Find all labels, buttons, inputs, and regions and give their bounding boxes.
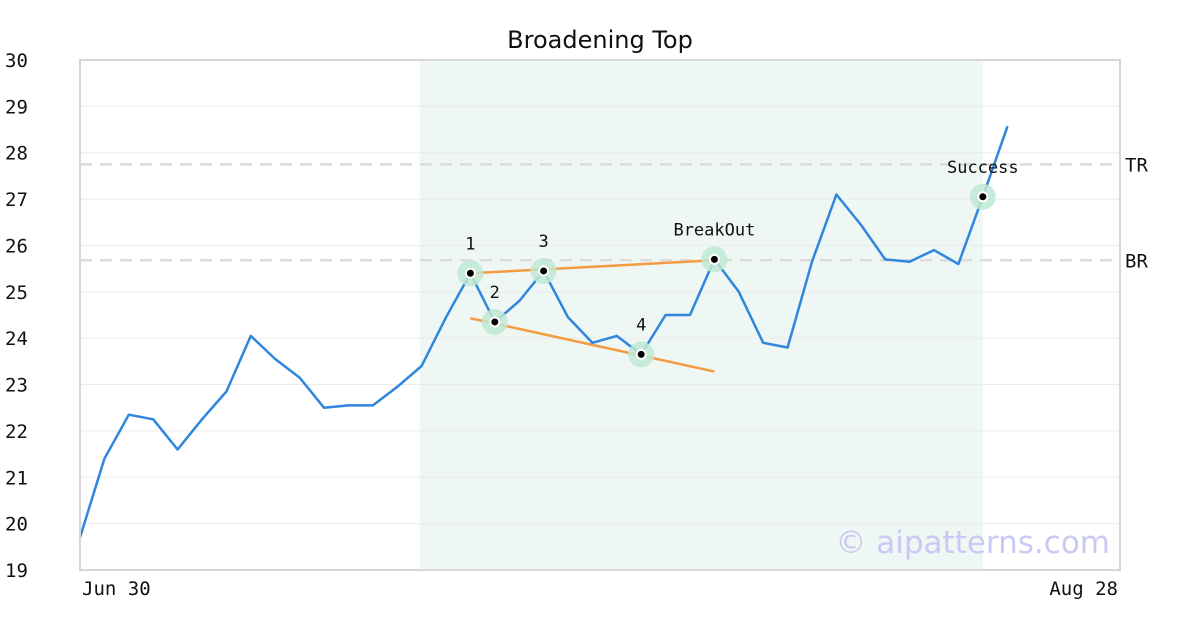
- marker-label-5: BreakOut: [673, 220, 755, 240]
- trend-line-2: [470, 317, 715, 373]
- marker-dot-4: [637, 350, 645, 358]
- pattern-region-layer: [419, 60, 983, 570]
- marker-label-6: Success: [947, 158, 1019, 178]
- marker-dot-1: [466, 269, 474, 277]
- marker-label-3: 3: [538, 232, 548, 252]
- x-tick-label-start: Jun 30: [82, 578, 151, 600]
- y-tick-label-20: 20: [5, 514, 28, 536]
- y-tick-label-29: 29: [5, 96, 28, 118]
- x-tick-label-end: Aug 28: [1049, 578, 1118, 600]
- y-tick-label-25: 25: [5, 282, 28, 304]
- pattern-region: [419, 60, 983, 570]
- trend-lines-layer: [470, 259, 715, 373]
- reference-lines-layer: TR BR: [80, 154, 1148, 272]
- y-tick-label-28: 28: [5, 143, 28, 165]
- y-tick-label-30: 30: [5, 50, 28, 72]
- reference-label-tr: TR: [1125, 154, 1148, 176]
- y-tick-label-21: 21: [5, 467, 28, 489]
- marker-dot-6: [979, 193, 987, 201]
- y-tick-label-26: 26: [5, 235, 28, 257]
- marker-dot-5: [710, 255, 718, 263]
- marker-label-2: 2: [490, 283, 500, 303]
- marker-dot-3: [540, 267, 548, 275]
- marker-dot-2: [491, 318, 499, 326]
- chart-title: Broadening Top: [507, 26, 693, 54]
- y-tick-label-22: 22: [5, 421, 28, 443]
- y-tick-label-24: 24: [5, 328, 28, 350]
- y-tick-label-27: 27: [5, 189, 28, 211]
- marker-label-1: 1: [465, 234, 475, 254]
- reference-label-br: BR: [1125, 250, 1148, 272]
- y-tick-label-23: 23: [5, 375, 28, 397]
- markers-layer: 1 2 3 4 BreakOut Success: [457, 158, 1019, 368]
- marker-label-4: 4: [636, 315, 646, 335]
- y-tick-label-19: 19: [5, 560, 28, 582]
- plot-frame: [79, 59, 1121, 571]
- watermark: © aipatterns.com: [835, 525, 1110, 561]
- trend-line-1: [470, 259, 715, 275]
